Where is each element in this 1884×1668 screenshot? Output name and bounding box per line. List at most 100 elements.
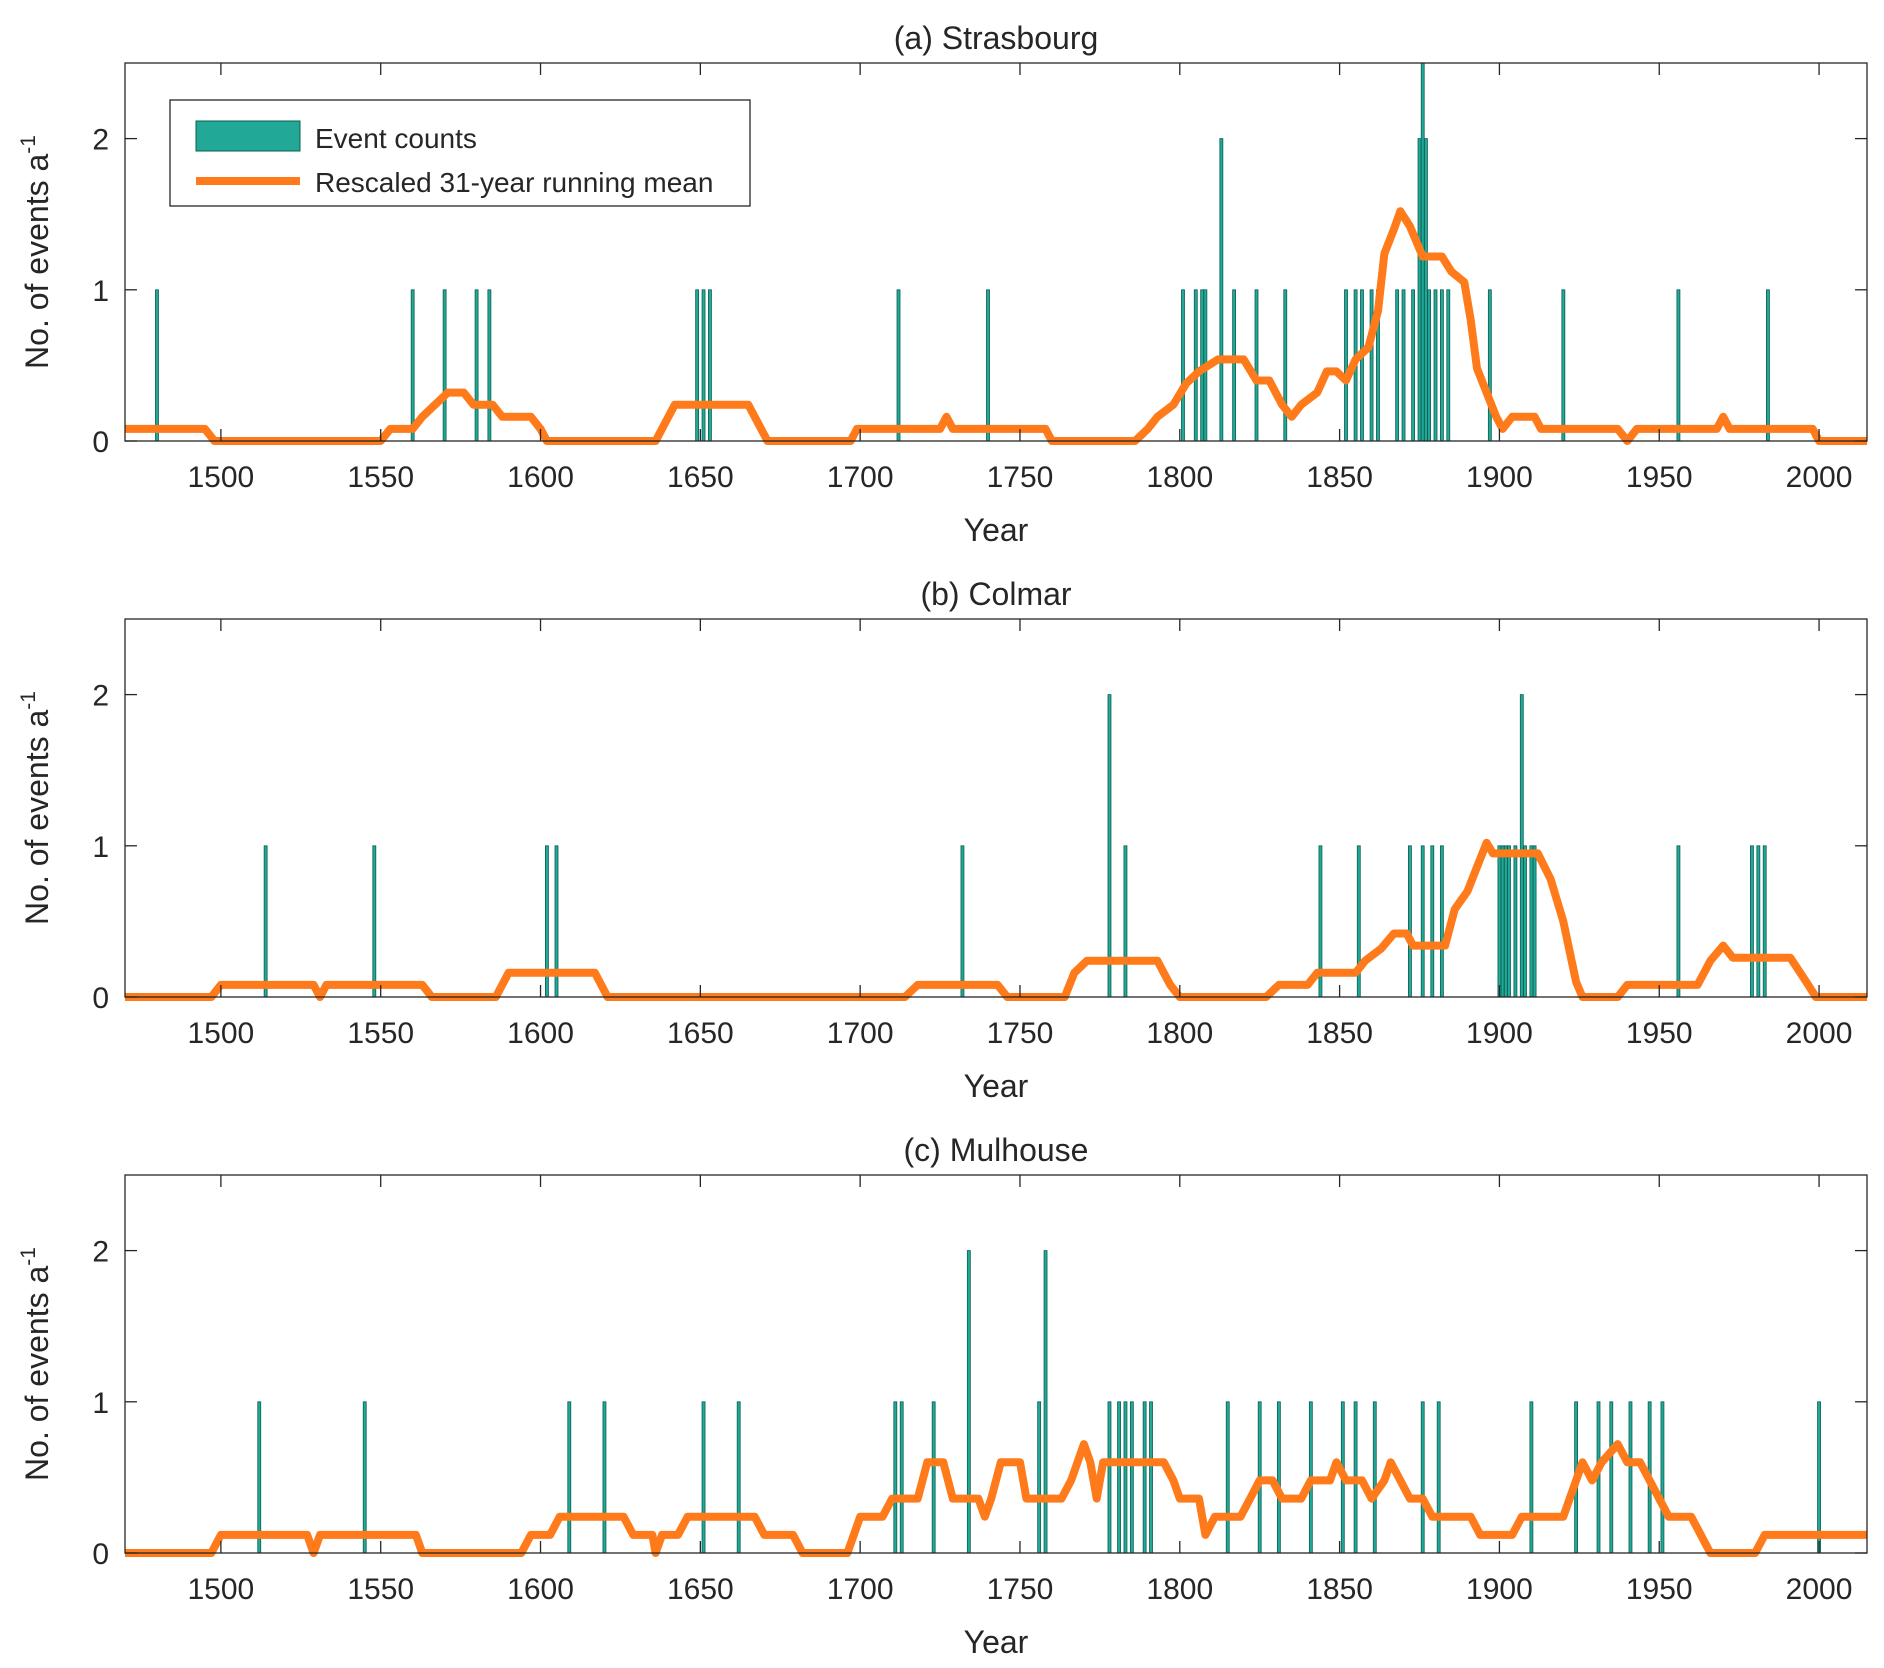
bar-mulhouse-1815-18 [1225,1401,1230,1554]
x-tick-label-strasbourg-1500: 1500 [188,461,255,494]
bar-mulhouse-1723-8 [931,1401,936,1554]
x-tick-label-mulhouse-1600: 1600 [507,1573,574,1606]
running-mean-line-mulhouse [125,1440,1867,1557]
x-tick-label-colmar-1800: 1800 [1146,1017,1213,1050]
x-tick-label-strasbourg-1600: 1600 [507,461,574,494]
bar-colmar-1907-18 [1519,694,1524,998]
panel-title-colmar: (b) Colmar [920,576,1071,612]
x-tick-label-mulhouse-1750: 1750 [987,1573,1054,1606]
panel-mulhouse: 1500 1550 1600 1650 1700 1750 1800 1850 1900 1950… [17,1132,1868,1660]
x-tick-label-colmar-1700: 1700 [827,1017,894,1050]
bar-mulhouse-1951-33 [1660,1401,1665,1554]
panel-strasbourg: 1500 1550 1600 1650 1700 1750 1800 1850 1900 1950… [17,20,1868,548]
x-tick-label-strasbourg-1700: 1700 [827,461,894,494]
y-tick-label-colmar-1: 1 [92,831,109,864]
bar-colmar-1514-0 [263,845,268,998]
y-tick-label-mulhouse-1: 1 [92,1387,109,1420]
axes-box-strasbourg [124,62,1868,442]
bar-colmar-1783-6 [1123,845,1128,998]
bar-colmar-1981-24 [1756,845,1761,998]
x-tick-label-colmar-1750: 1750 [987,1017,1054,1050]
x-axis-label-mulhouse: Year [964,1624,1029,1660]
bar-mulhouse-1651-4 [701,1401,706,1554]
bar-strasbourg-1920-34 [1561,289,1566,442]
bar-mulhouse-1512-0 [257,1401,262,1554]
legend-bar-swatch [195,120,301,152]
bar-mulhouse-1876-25 [1420,1401,1425,1554]
bar-mulhouse-1734-9 [966,1250,971,1554]
bar-mulhouse-1935-30 [1609,1401,1614,1554]
bar-colmar-1903-16 [1507,845,1511,998]
bar-strasbourg-1653-7 [708,289,712,442]
bar-strasbourg-1868-23 [1395,289,1400,442]
bar-strasbourg-1813-14 [1219,138,1224,442]
x-tick-label-colmar-1950: 1950 [1626,1017,1693,1050]
y-axis-label-text-colmar: No. of events a [19,710,55,925]
panel-colmar: 1500 1550 1600 1650 1700 1750 1800 1850 1900 1950… [17,576,1868,1104]
bar-colmar-1983-25 [1762,845,1767,998]
x-tick-label-mulhouse-1550: 1550 [347,1573,414,1606]
panel-title-strasbourg: (a) Strasbourg [894,20,1099,56]
x-tick-label-colmar-1550: 1550 [347,1017,414,1050]
x-tick-label-strasbourg-1800: 1800 [1146,461,1213,494]
bar-mulhouse-1861-24 [1372,1401,1377,1554]
running-mean-line-colmar [125,838,1867,1001]
x-tick-label-mulhouse-1500: 1500 [188,1573,255,1606]
bar-strasbourg-1570-2 [442,289,447,442]
legend-box [169,99,751,207]
plot-area-colmar [125,619,1867,997]
x-tick-label-colmar-1900: 1900 [1466,1017,1533,1050]
x-tick-label-colmar-1850: 1850 [1306,1017,1373,1050]
x-tick-label-colmar-1650: 1650 [667,1017,734,1050]
y-axis-label-text-strasbourg: No. of events a [19,154,55,369]
bar-strasbourg-1877-28 [1424,138,1428,442]
y-axis-label-sup-strasbourg: -1 [17,135,40,154]
bar-mulhouse-1756-10 [1037,1401,1042,1554]
bar-mulhouse-1941-31 [1628,1401,1633,1554]
x-tick-label-strasbourg-1550: 1550 [347,461,414,494]
bar-strasbourg-1740-9 [986,289,990,442]
bar-mulhouse-2000-34 [1817,1401,1821,1554]
bar-mulhouse-1545-1 [362,1401,367,1554]
plot-area-mulhouse [125,1175,1867,1553]
y-axis-label-colmar: No. of events a-1 [17,691,55,925]
bar-colmar-1548-1 [372,845,377,998]
bar-mulhouse-1881-26 [1436,1401,1441,1554]
bar-colmar-1900-13 [1497,845,1502,998]
bar-mulhouse-1831-20 [1276,1401,1281,1554]
bar-strasbourg-1817-15 [1232,289,1237,442]
bar-strasbourg-1584-4 [487,289,492,442]
bar-strasbourg-1580-3 [474,289,479,442]
bar-mulhouse-1662-5 [736,1401,741,1554]
y-tick-label-colmar-0: 0 [92,982,109,1015]
bar-strasbourg-1712-8 [896,289,901,442]
x-tick-label-strasbourg-1850: 1850 [1306,461,1373,494]
bar-strasbourg-1897-33 [1487,289,1492,442]
bar-mulhouse-1789-16 [1142,1401,1147,1554]
y-axis-label-mulhouse: No. of events a-1 [17,1247,55,1481]
bar-colmar-1979-23 [1750,845,1754,998]
bar-strasbourg-1824-16 [1254,289,1259,442]
y-axis-label-strasbourg: No. of events a-1 [17,135,55,369]
bar-colmar-1876-10 [1420,845,1425,998]
axes-box-colmar [124,618,1868,998]
bar-colmar-1908-19 [1523,845,1527,998]
running-mean-line-strasbourg [125,207,1867,445]
bar-colmar-1911-21 [1532,845,1537,998]
bar-strasbourg-1805-11 [1193,289,1198,442]
bar-mulhouse-1758-11 [1043,1250,1048,1554]
x-tick-label-colmar-2000: 2000 [1786,1017,1853,1050]
bar-strasbourg-1860-21 [1369,289,1374,442]
x-tick-label-mulhouse-1650: 1650 [667,1573,734,1606]
bar-mulhouse-1910-27 [1529,1401,1534,1554]
bar-strasbourg-1880-30 [1433,289,1438,442]
x-tick-label-colmar-1500: 1500 [188,1017,255,1050]
y-tick-label-colmar-2: 2 [92,680,109,713]
bar-mulhouse-1713-7 [899,1401,904,1554]
x-tick-label-strasbourg-1900: 1900 [1466,461,1533,494]
bar-colmar-1879-11 [1430,845,1435,998]
axes-box-mulhouse [124,1174,1868,1554]
y-tick-label-strasbourg-2: 2 [92,124,109,157]
bar-strasbourg-1857-20 [1360,289,1364,442]
